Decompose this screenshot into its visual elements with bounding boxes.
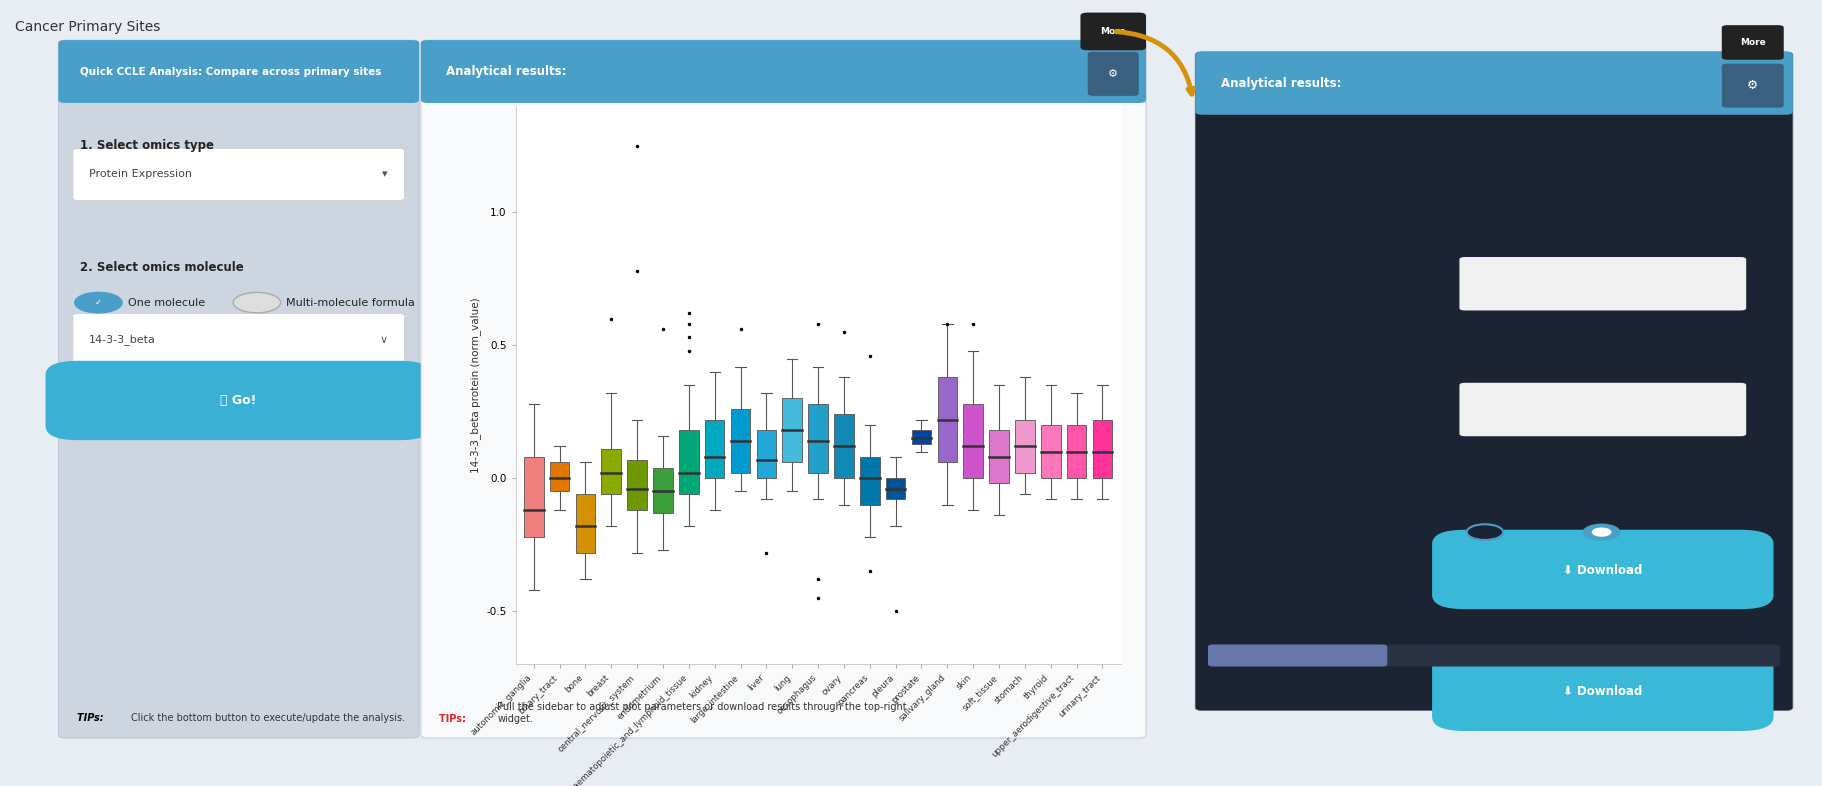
- FancyBboxPatch shape: [58, 40, 419, 738]
- Text: 14-3-3_beta protein (norm_value): 14-3-3_beta protein (norm_value): [1221, 369, 1228, 498]
- FancyBboxPatch shape: [421, 40, 1146, 103]
- Text: (1) Figure:: (1) Figure:: [1465, 198, 1518, 208]
- Bar: [705, 420, 725, 478]
- Text: Cancer Primary Sites: Cancer Primary Sites: [15, 20, 160, 34]
- FancyBboxPatch shape: [1459, 383, 1745, 436]
- Text: Pull the sidebar to adjust plot parameters or download results through the top-r: Pull the sidebar to adjust plot paramete…: [1275, 666, 1724, 676]
- Bar: [601, 449, 621, 494]
- Text: 5: 5: [1483, 280, 1490, 289]
- Text: ⚙: ⚙: [1747, 79, 1758, 92]
- FancyBboxPatch shape: [1722, 25, 1784, 60]
- Bar: [834, 414, 855, 478]
- Text: 2. Download options: 2. Download options: [1465, 143, 1602, 156]
- Text: 12: 12: [1483, 406, 1498, 415]
- FancyBboxPatch shape: [1195, 52, 1793, 711]
- Text: TIPs:: TIPs:: [439, 714, 470, 724]
- Circle shape: [1592, 528, 1611, 536]
- FancyBboxPatch shape: [1459, 257, 1745, 310]
- Text: 14-3-3_beta: 14-3-3_beta: [89, 334, 157, 345]
- Bar: [989, 430, 1009, 483]
- Bar: [938, 377, 957, 462]
- Text: ⬇ Download: ⬇ Download: [1563, 564, 1642, 576]
- FancyBboxPatch shape: [58, 40, 419, 103]
- Bar: [860, 457, 880, 505]
- FancyBboxPatch shape: [1432, 530, 1773, 609]
- Text: pdf: pdf: [1510, 527, 1529, 537]
- Text: More: More: [1100, 27, 1126, 36]
- FancyBboxPatch shape: [1195, 52, 1793, 115]
- Text: Analytical results:: Analytical results:: [1221, 77, 1341, 90]
- Text: 2. Select omics molecule: 2. Select omics molecule: [80, 261, 244, 274]
- Text: Height: Height: [1465, 245, 1507, 255]
- Bar: [1040, 425, 1060, 478]
- Text: ▾: ▾: [383, 170, 388, 179]
- FancyBboxPatch shape: [73, 149, 404, 200]
- Text: Format: Format: [1465, 489, 1509, 499]
- Bar: [1015, 420, 1035, 473]
- Text: 1. Select omics type: 1. Select omics type: [80, 139, 215, 152]
- Text: Quick CCLE Analysis: Compare across primary sites: Quick CCLE Analysis: Compare across prim…: [80, 67, 381, 76]
- Circle shape: [75, 292, 122, 313]
- FancyBboxPatch shape: [1080, 13, 1146, 50]
- FancyBboxPatch shape: [421, 40, 1146, 738]
- Text: ⬇ Download: ⬇ Download: [1563, 685, 1642, 698]
- FancyBboxPatch shape: [1088, 52, 1139, 96]
- Text: Protein Expression: Protein Expression: [89, 170, 193, 179]
- Bar: [731, 409, 751, 473]
- Text: More: More: [1740, 38, 1766, 47]
- Text: Width: Width: [1465, 367, 1501, 377]
- Text: TIPs:: TIPs:: [77, 713, 106, 723]
- Bar: [652, 468, 672, 512]
- Text: 1. Visualization parameters: 1. Visualization parameters: [1224, 143, 1407, 156]
- FancyBboxPatch shape: [1208, 645, 1387, 667]
- Text: ∨: ∨: [381, 335, 388, 344]
- Bar: [964, 404, 984, 478]
- Bar: [525, 457, 543, 537]
- Circle shape: [1583, 524, 1620, 540]
- Bar: [782, 399, 802, 462]
- Bar: [680, 430, 698, 494]
- Bar: [756, 430, 776, 478]
- Y-axis label: 14-3-3_beta protein (norm_value): 14-3-3_beta protein (norm_value): [470, 297, 481, 473]
- Bar: [550, 462, 570, 491]
- FancyBboxPatch shape: [1432, 652, 1773, 731]
- Circle shape: [1467, 524, 1503, 540]
- Bar: [809, 404, 827, 473]
- FancyBboxPatch shape: [73, 314, 404, 365]
- Bar: [885, 478, 906, 499]
- Bar: [576, 494, 596, 553]
- Text: 🔍 Go!: 🔍 Go!: [220, 394, 257, 406]
- Text: ⚙: ⚙: [1108, 69, 1119, 79]
- FancyBboxPatch shape: [1208, 645, 1780, 667]
- Text: Analytical results:: Analytical results:: [446, 65, 567, 78]
- Text: Click the bottom button to execute/update the analysis.: Click the bottom button to execute/updat…: [131, 713, 404, 723]
- Circle shape: [233, 292, 281, 313]
- FancyBboxPatch shape: [1722, 64, 1784, 108]
- Text: Multi-molecule formula: Multi-molecule formula: [286, 298, 415, 307]
- Text: One molecule: One molecule: [128, 298, 204, 307]
- Text: png: png: [1627, 527, 1649, 537]
- Bar: [1093, 420, 1111, 478]
- Bar: [911, 430, 931, 443]
- Text: Pull the sidebar to adjust plot parameters or download results through the top-r: Pull the sidebar to adjust plot paramete…: [497, 703, 907, 724]
- Text: ✓: ✓: [95, 298, 102, 307]
- Bar: [1066, 425, 1086, 478]
- Text: (2) Data table:: (2) Data table:: [1465, 650, 1541, 660]
- Bar: [627, 460, 647, 510]
- Text: TIPs:: TIPs:: [1215, 666, 1246, 676]
- FancyBboxPatch shape: [46, 361, 432, 440]
